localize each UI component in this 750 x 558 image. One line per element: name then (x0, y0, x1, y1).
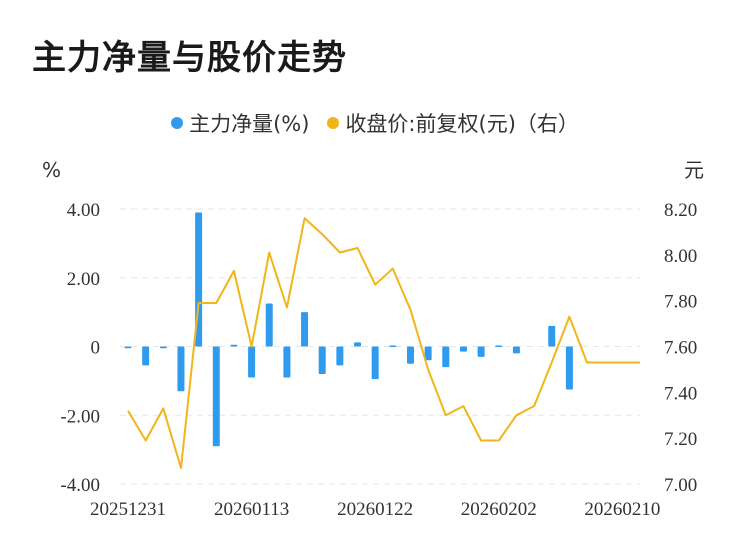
right-axis-unit: 元 (684, 158, 704, 182)
net-bar (477, 346, 485, 357)
right-tick-label: 7.00 (664, 475, 697, 496)
right-tick-label: 7.80 (664, 292, 697, 313)
x-tick-label: 20260122 (337, 499, 413, 520)
net-bar (212, 346, 220, 447)
chart-title: 主力净量与股价走势 (32, 38, 347, 78)
legend-price-label: 收盘价:前复权(元)（右） (345, 112, 579, 136)
x-tick-label: 20251231 (90, 499, 166, 520)
x-tick-label: 20260202 (461, 499, 537, 520)
left-axis-ticks: 4.00 2.00 0 -2.00 -4.00 (60, 200, 100, 496)
net-bar (406, 346, 414, 364)
net-bar (495, 345, 503, 347)
right-tick-label: 8.00 (664, 246, 697, 267)
right-tick-label: 7.20 (664, 429, 697, 450)
legend-net-dot (171, 117, 184, 129)
net-bar (248, 346, 256, 378)
left-axis-unit: % (42, 158, 61, 182)
net-bar (142, 346, 150, 366)
price-line (127, 217, 640, 469)
legend-price-dot (327, 117, 340, 129)
left-tick-label: 0 (91, 338, 101, 359)
legend-net-label: 主力净量(%) (189, 112, 310, 136)
net-bar (124, 346, 132, 349)
net-bar (177, 346, 185, 392)
x-axis-ticks: 20251231 20260113 20260122 20260202 20260210 (90, 499, 660, 520)
left-tick-label: 2.00 (67, 269, 100, 290)
net-bar (548, 325, 556, 347)
net-bar (336, 346, 344, 366)
right-tick-label: 7.40 (664, 383, 697, 404)
left-tick-label: -4.00 (60, 475, 100, 496)
price-line-group (127, 217, 640, 469)
net-bar (512, 346, 520, 354)
net-bar (424, 346, 432, 361)
net-bar (459, 346, 467, 352)
net-bar (265, 303, 273, 347)
legend-item-net[interactable]: 主力净量(%) (171, 108, 309, 138)
legend-item-price[interactable]: 收盘价:前复权(元)（右） (327, 108, 579, 138)
x-tick-label: 20260210 (584, 499, 660, 520)
net-bar (230, 344, 238, 347)
legend: 主力净量(%) 收盘价:前复权(元)（右） (0, 108, 750, 138)
right-tick-label: 7.60 (664, 338, 697, 359)
right-tick-label: 8.20 (664, 200, 697, 221)
net-bar (389, 345, 397, 347)
right-axis-ticks: 8.20 8.00 7.80 7.60 7.40 7.20 7.00 (664, 200, 697, 496)
left-tick-label: 4.00 (67, 200, 100, 221)
net-bar (371, 346, 379, 380)
net-bar (318, 346, 326, 374)
net-bar (159, 346, 167, 349)
net-bar (301, 312, 309, 347)
net-bar (442, 346, 450, 368)
net-bar (283, 346, 291, 378)
left-tick-label: -2.00 (60, 406, 100, 427)
x-tick-label: 20260113 (214, 499, 289, 520)
net-bar (354, 342, 362, 347)
net-bars (124, 212, 573, 447)
net-bar (565, 346, 573, 390)
